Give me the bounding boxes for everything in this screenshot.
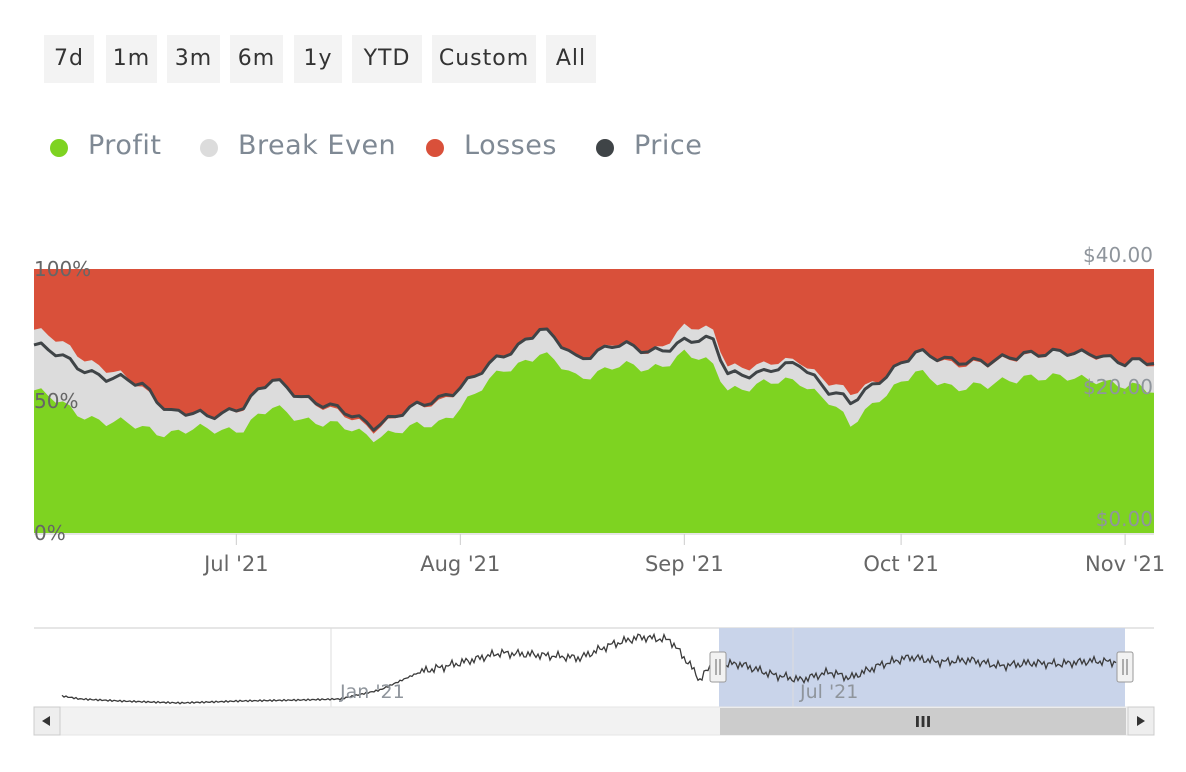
navigator-selected-range[interactable] bbox=[719, 628, 1125, 707]
range-button-3m[interactable]: 3m bbox=[167, 35, 220, 83]
legend-label: Profit bbox=[88, 130, 162, 161]
legend-item-break-even[interactable]: Break Even bbox=[196, 128, 406, 164]
losses-dot-icon bbox=[426, 139, 444, 157]
legend-label: Losses bbox=[464, 130, 557, 161]
arrow-right-icon bbox=[1137, 716, 1145, 726]
x-tick-label: Aug '21 bbox=[420, 552, 500, 576]
y-left-tick-label: 50% bbox=[34, 389, 78, 413]
range-button-1y[interactable]: 1y bbox=[294, 35, 342, 83]
range-button-1m[interactable]: 1m bbox=[106, 35, 157, 83]
range-button-custom[interactable]: Custom bbox=[432, 35, 536, 83]
legend-item-profit[interactable]: Profit bbox=[46, 128, 176, 164]
profit-dot-icon bbox=[50, 139, 68, 157]
y-right-tick-label: $20.00 bbox=[1083, 375, 1153, 399]
navigator-x-label: Jan '21 bbox=[339, 681, 405, 703]
y-right-tick-label: $40.00 bbox=[1083, 243, 1153, 267]
y-left-tick-label: 100% bbox=[34, 257, 91, 281]
price-dot-icon bbox=[596, 139, 614, 157]
scrollbar-thumb[interactable] bbox=[720, 708, 1126, 735]
scrollbar[interactable]: III bbox=[33, 706, 1155, 736]
range-button-ytd[interactable]: YTD bbox=[352, 35, 422, 83]
y-left-tick-label: 0% bbox=[34, 521, 66, 545]
x-tick-label: Oct '21 bbox=[863, 552, 938, 576]
y-right-tick-label: $0.00 bbox=[1096, 507, 1153, 531]
grip-icon: III bbox=[915, 713, 932, 731]
break-even-dot-icon bbox=[200, 139, 218, 157]
navigator-handle-right[interactable] bbox=[1116, 651, 1134, 683]
x-tick-label: Sep '21 bbox=[645, 552, 724, 576]
legend-item-losses[interactable]: Losses bbox=[422, 128, 572, 164]
price-line bbox=[33, 327, 1155, 432]
range-button-7d[interactable]: 7d bbox=[44, 35, 94, 83]
x-tick-label: Jul '21 bbox=[202, 552, 269, 576]
legend-label: Price bbox=[634, 130, 703, 161]
navigator[interactable] bbox=[34, 627, 1154, 707]
legend-label: Break Even bbox=[238, 130, 397, 161]
plot-area bbox=[33, 269, 1155, 533]
scrollbar-left-button[interactable] bbox=[33, 706, 61, 736]
navigator-price-line bbox=[61, 632, 1117, 705]
profit-area bbox=[34, 349, 1154, 533]
legend-item-price[interactable]: Price bbox=[592, 128, 722, 164]
range-button-6m[interactable]: 6m bbox=[230, 35, 283, 83]
arrow-left-icon bbox=[42, 716, 50, 726]
navigator-handle-left[interactable] bbox=[709, 651, 727, 683]
range-button-all[interactable]: All bbox=[546, 35, 596, 83]
navigator-x-label: Jul '21 bbox=[799, 681, 858, 703]
x-tick-label: Nov '21 bbox=[1085, 552, 1165, 576]
